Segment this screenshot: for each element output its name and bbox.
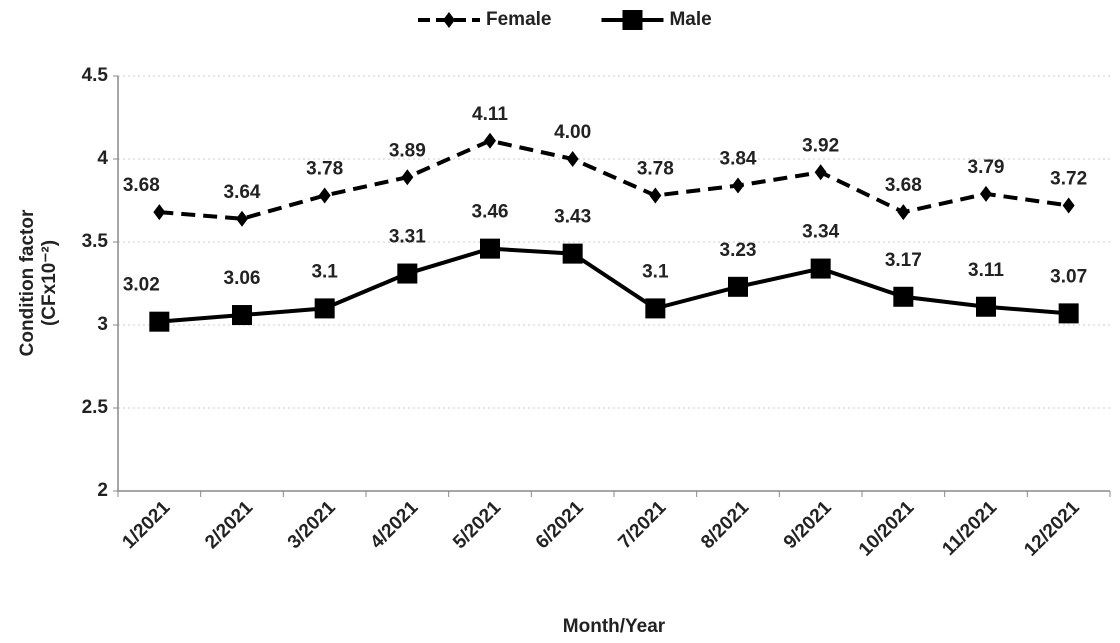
y-tick-label: 3 xyxy=(97,314,108,335)
data-label: 3.46 xyxy=(472,202,509,223)
x-tick-label: 12/2021 xyxy=(1020,497,1084,561)
marker xyxy=(153,204,166,221)
x-tick-label-group: 5/2021 xyxy=(449,497,505,553)
data-label: 3.64 xyxy=(224,182,261,203)
data-label: 3.68 xyxy=(123,175,160,196)
x-tick-label-group: 3/2021 xyxy=(284,497,340,553)
data-label: 3.06 xyxy=(224,268,261,289)
data-label: 3.11 xyxy=(968,260,1004,281)
data-label: 3.78 xyxy=(637,159,674,180)
x-tick-label: 4/2021 xyxy=(366,497,422,553)
y-tick-label: 2 xyxy=(97,480,108,501)
x-tick-label: 10/2021 xyxy=(855,497,919,561)
marker xyxy=(484,132,496,149)
y-tick-label: 2.5 xyxy=(82,397,109,418)
marker xyxy=(893,286,914,307)
marker xyxy=(314,298,335,319)
data-label: 3.78 xyxy=(306,159,343,180)
x-tick-label: 1/2021 xyxy=(118,497,174,553)
data-label: 3.23 xyxy=(720,240,757,261)
marker xyxy=(649,187,662,204)
series-line xyxy=(159,246,1069,324)
x-tick-label-group: 6/2021 xyxy=(532,497,588,553)
x-tick-label: 3/2021 xyxy=(284,497,340,553)
x-tick-label: 8/2021 xyxy=(697,497,753,553)
x-tick-label: 5/2021 xyxy=(449,497,505,553)
y-tick-label: 4 xyxy=(97,148,108,169)
data-label: 4.11 xyxy=(472,104,508,125)
data-label: 3.84 xyxy=(720,149,757,170)
marker xyxy=(814,164,827,181)
marker xyxy=(1058,303,1079,324)
x-axis-title: Month/Year xyxy=(563,616,666,637)
marker xyxy=(318,187,331,204)
marker xyxy=(728,276,748,297)
data-label: 3.43 xyxy=(554,207,591,228)
marker xyxy=(810,258,831,279)
marker xyxy=(480,238,500,259)
marker xyxy=(236,210,248,227)
marker xyxy=(980,185,992,202)
data-label: 3.1 xyxy=(642,261,669,282)
x-tick-label-group: 11/2021 xyxy=(938,497,1001,560)
data-label: 3.07 xyxy=(1050,266,1087,287)
marker xyxy=(732,177,744,194)
data-label: 3.92 xyxy=(802,135,839,156)
x-tick-label: 2/2021 xyxy=(201,497,257,553)
marker xyxy=(562,243,583,264)
x-tick-label-group: 1/2021 xyxy=(118,497,174,553)
marker xyxy=(622,10,643,30)
y-axis-title-line: (CFx10⁻²) xyxy=(39,240,60,326)
data-label: 3.89 xyxy=(389,140,426,161)
data-label: 3.31 xyxy=(389,227,426,248)
marker xyxy=(401,169,414,186)
x-tick-label-group: 8/2021 xyxy=(697,497,753,553)
marker xyxy=(1062,197,1075,214)
marker xyxy=(897,204,910,221)
marker xyxy=(149,311,170,332)
marker xyxy=(397,263,418,284)
marker xyxy=(443,12,455,28)
data-label: 3.34 xyxy=(802,222,839,243)
data-label: 4.00 xyxy=(554,122,591,143)
legend-label: Female xyxy=(486,9,551,30)
y-tick-label: 4.5 xyxy=(82,65,109,86)
x-tick-label: 6/2021 xyxy=(532,497,588,553)
data-label: 3.79 xyxy=(968,157,1005,178)
y-axis-title: Condition factor (CFx10⁻²) xyxy=(17,209,60,356)
legend-label: Male xyxy=(669,9,711,30)
marker xyxy=(232,305,252,326)
data-label: 3.68 xyxy=(885,175,922,196)
data-label: 3.72 xyxy=(1050,168,1087,189)
x-tick-label-group: 10/2021 xyxy=(855,497,919,561)
data-label: 3.17 xyxy=(885,250,922,271)
x-tick-label-group: 9/2021 xyxy=(780,497,836,553)
marker xyxy=(645,298,666,319)
x-tick-label: 11/2021 xyxy=(938,497,1001,560)
x-tick-label-group: 12/2021 xyxy=(1020,497,1084,561)
y-tick-label: 3.5 xyxy=(82,231,109,252)
marker xyxy=(566,151,579,167)
series-line xyxy=(159,138,1069,221)
y-axis-title-line: Condition factor xyxy=(17,209,38,356)
x-tick-label: 9/2021 xyxy=(780,497,836,553)
data-label: 3.02 xyxy=(123,275,160,296)
x-tick-label-group: 4/2021 xyxy=(366,497,422,553)
marker xyxy=(976,296,996,317)
x-tick-label-group: 2/2021 xyxy=(201,497,257,553)
x-tick-label: 7/2021 xyxy=(614,497,670,553)
data-label: 3.1 xyxy=(311,261,338,282)
x-tick-label-group: 7/2021 xyxy=(614,497,670,553)
